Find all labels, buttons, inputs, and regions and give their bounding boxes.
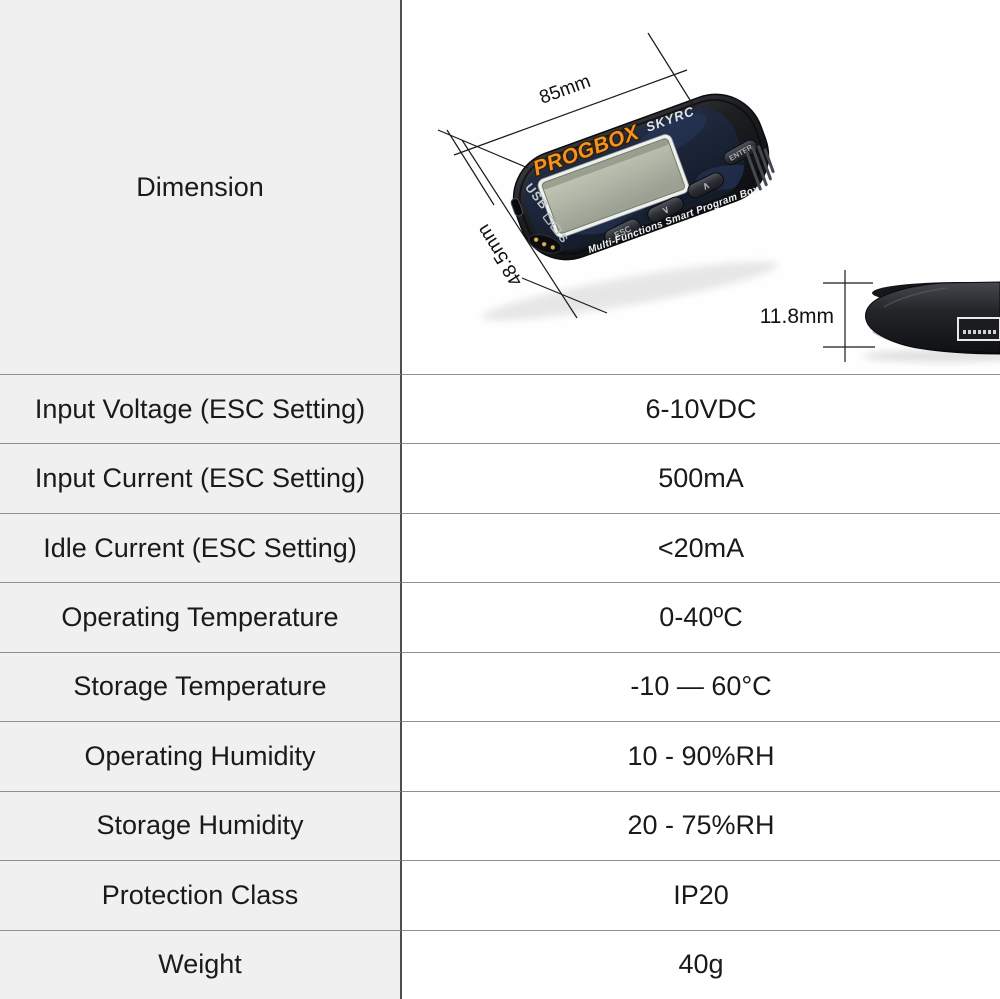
micro-usb-port [510,198,524,217]
up-button: ∧ [687,172,725,199]
product-photo: PROGBOX SKYRC ESC ∨ ∧ [437,32,1000,362]
width-ext-left [446,129,495,206]
lcd-screen [537,134,690,238]
spec-row-value: 500mA [402,443,1000,513]
product-photo-cell: PROGBOX SKYRC ESC ∨ ∧ [402,0,1000,374]
spec-row-label: Storage Temperature [0,651,402,722]
width-dimension-line [453,69,688,156]
grip-ribs [745,145,775,191]
svg-text:∨: ∨ [660,204,671,217]
spec-row-label: Input Current (ESC Setting) [0,443,402,513]
spec-row-value: 10 - 90%RH [402,721,1000,791]
spec-row-value: 40g [402,929,1000,999]
height-ext-bottom [521,277,608,314]
spec-row-value: <20mA [402,512,1000,583]
height-ext-top [437,129,529,169]
dimension-label: Dimension [136,171,264,202]
dimension-label-cell: Dimension [0,0,402,374]
spec-row-value: 6-10VDC [402,374,1000,444]
device-front: PROGBOX SKYRC ESC ∨ ∧ [510,93,775,261]
height-dimension-line [461,139,578,319]
spec-row-value: 20 - 75%RH [402,790,1000,861]
device-shadow [482,261,778,321]
side-connector [957,317,1000,341]
spec-row-label: Weight [0,929,402,999]
esc-button: ESC [604,218,641,245]
thickness-dimension-label: 11.8mm [760,305,834,328]
spec-row-value: 0-40ºC [402,582,1000,652]
width-dimension-label: 85mm [537,71,594,109]
spec-row-value: -10 — 60°C [402,651,1000,722]
thickness-annotation [823,270,875,362]
spec-row-label: Operating Humidity [0,721,402,791]
spec-row-label: Operating Temperature [0,582,402,652]
gold-pins [533,237,556,250]
width-ext-right [647,32,696,109]
spec-row-label: Protection Class [0,860,402,930]
height-dimension-label: 48.5mm [473,220,527,289]
device-side [865,281,1000,355]
spec-row-value: IP20 [402,860,1000,930]
spec-row-label: Input Voltage (ESC Setting) [0,374,402,444]
down-button: ∨ [647,196,684,223]
svg-text:∧: ∧ [701,180,712,193]
dimension-annotations [437,32,696,319]
spec-row-label: Idle Current (ESC Setting) [0,512,402,583]
spec-row-label: Storage Humidity [0,790,402,861]
